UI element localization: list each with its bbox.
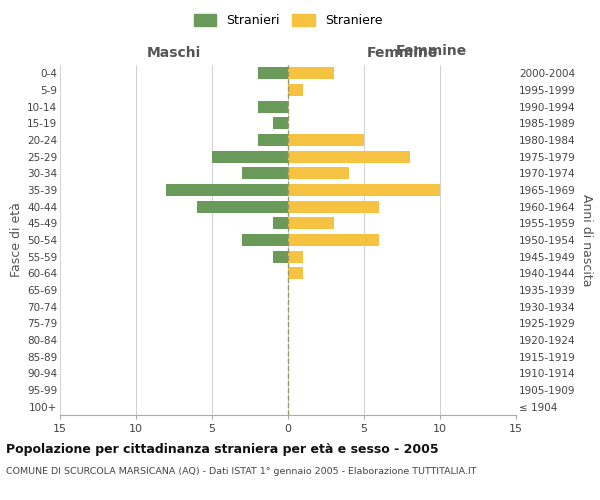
Legend: Stranieri, Straniere: Stranieri, Straniere: [189, 8, 387, 32]
Text: COMUNE DI SCURCOLA MARSICANA (AQ) - Dati ISTAT 1° gennaio 2005 - Elaborazione TU: COMUNE DI SCURCOLA MARSICANA (AQ) - Dati…: [6, 468, 476, 476]
Text: Popolazione per cittadinanza straniera per età e sesso - 2005: Popolazione per cittadinanza straniera p…: [6, 442, 439, 456]
Bar: [273, 118, 288, 130]
Bar: [257, 100, 288, 112]
Bar: [288, 250, 303, 262]
Bar: [257, 68, 288, 80]
Bar: [288, 168, 349, 179]
Bar: [288, 84, 303, 96]
Text: Femmine: Femmine: [396, 44, 467, 58]
Bar: [288, 150, 410, 162]
Y-axis label: Anni di nascita: Anni di nascita: [580, 194, 593, 286]
Bar: [288, 200, 379, 212]
Bar: [212, 150, 288, 162]
Bar: [288, 68, 334, 80]
Bar: [197, 200, 288, 212]
Bar: [273, 250, 288, 262]
Bar: [166, 184, 288, 196]
Bar: [242, 234, 288, 246]
Bar: [288, 234, 379, 246]
Bar: [288, 268, 303, 280]
Y-axis label: Fasce di età: Fasce di età: [10, 202, 23, 278]
Text: Femmine: Femmine: [367, 46, 437, 60]
Bar: [273, 218, 288, 230]
Bar: [288, 134, 364, 146]
Text: Maschi: Maschi: [147, 46, 201, 60]
Bar: [257, 134, 288, 146]
Bar: [242, 168, 288, 179]
Bar: [288, 218, 334, 230]
Bar: [288, 184, 440, 196]
